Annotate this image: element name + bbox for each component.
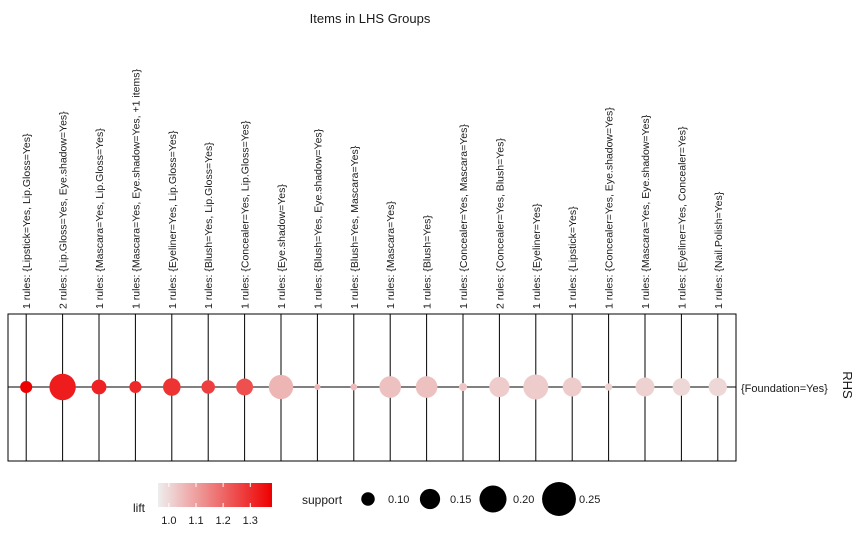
lhs-group-label: 1 rules: {Mascara=Yes} — [385, 201, 397, 309]
support-key-dot — [361, 492, 375, 506]
support-key-dot — [542, 482, 576, 516]
chart-title: Items in LHS Groups — [310, 11, 431, 26]
rule-point — [489, 376, 510, 398]
lhs-group-label: 2 rules: {Concealer=Yes, Blush=Yes} — [494, 138, 506, 309]
support-legend: support 0.10 0.15 0.20 0.25 — [302, 482, 600, 516]
grid-lines — [8, 314, 736, 461]
support-key-label: 0.15 — [450, 494, 471, 506]
lift-legend-ticks: 1.0 1.1 1.2 1.3 — [161, 483, 258, 527]
lift-legend: lift 1.0 1.1 1.2 1.3 — [133, 483, 272, 527]
rule-point — [20, 380, 33, 394]
support-key-label: 0.10 — [388, 494, 409, 506]
lhs-group-label: 1 rules: {Mascara=Yes, Eye.shadow=Yes} — [640, 114, 652, 309]
lift-tick-label: 1.2 — [215, 515, 230, 527]
rhs-item-label: {Foundation=Yes} — [741, 383, 828, 395]
rule-point — [163, 378, 181, 396]
rule-point — [314, 384, 321, 390]
lift-colorbar — [158, 483, 272, 507]
support-key-dot — [419, 488, 441, 510]
lhs-group-label: 1 rules: {Concealer=Yes, Eye.shadow=Yes} — [604, 107, 616, 309]
lhs-group-label: 1 rules: {Blush=Yes, Mascara=Yes} — [349, 145, 361, 309]
rule-point — [562, 377, 582, 397]
rule-point — [350, 383, 358, 391]
rule-point — [635, 377, 655, 397]
rule-points — [20, 373, 727, 401]
rule-point — [708, 377, 727, 397]
lhs-group-label: 1 rules: {Concealer=Yes, Lip.Gloss=Yes} — [240, 120, 252, 309]
support-legend-title: support — [302, 493, 343, 507]
rule-point — [91, 379, 107, 395]
lhs-group-label: 1 rules: {Mascara=Yes, Eye.shadow=Yes, +… — [130, 69, 142, 309]
support-key-label: 0.25 — [579, 494, 600, 506]
lift-tick-label: 1.3 — [243, 515, 258, 527]
support-key-label: 0.20 — [513, 494, 534, 506]
rule-point — [458, 382, 468, 392]
support-key-dot — [479, 485, 507, 513]
lhs-group-label: 1 rules: {Blush=Yes, Eye.shadow=Yes} — [312, 128, 324, 309]
rule-point — [672, 378, 691, 396]
lhs-group-labels: 1 rules: {Lipstick=Yes, Lip.Gloss=Yes} 2 … — [21, 69, 725, 309]
rule-point — [604, 383, 613, 391]
plot-frame — [7, 313, 737, 462]
lhs-group-label: 1 rules: {Eyeliner=Yes, Concealer=Yes} — [676, 126, 688, 309]
lift-tick-label: 1.1 — [188, 515, 203, 527]
rule-point — [129, 380, 142, 394]
rule-point — [49, 373, 76, 401]
rule-point — [268, 374, 294, 400]
lhs-group-label: 1 rules: {Lipstick=Yes, Lip.Gloss=Yes} — [21, 133, 33, 309]
lift-legend-title: lift — [133, 501, 146, 515]
support-legend-keys: 0.10 0.15 0.20 0.25 — [361, 482, 600, 516]
lhs-group-label: 1 rules: {Eyeliner=Yes, Lip.Gloss=Yes} — [167, 130, 179, 309]
lhs-group-label: 1 rules: {Nail.Polish=Yes} — [713, 191, 725, 309]
lhs-group-label: 1 rules: {Lipstick=Yes} — [567, 206, 579, 309]
rule-point — [236, 378, 254, 396]
rule-point — [379, 376, 402, 398]
lift-tick-label: 1.0 — [161, 515, 176, 527]
rule-point — [523, 374, 549, 400]
lhs-group-label: 1 rules: {Mascara=Yes, Lip.Gloss=Yes} — [94, 128, 106, 309]
rhs-axis-title: RHS — [840, 371, 855, 399]
lhs-group-label: 2 rules: {Lip.Gloss=Yes, Eye.shadow=Yes} — [58, 111, 70, 309]
lhs-group-label: 1 rules: {Blush=Yes} — [422, 215, 434, 309]
lhs-group-label: 1 rules: {Eye.shadow=Yes} — [276, 184, 288, 309]
lhs-group-label: 1 rules: {Eyeliner=Yes} — [531, 203, 543, 309]
rule-point — [201, 380, 215, 394]
lhs-group-label: 1 rules: {Blush=Yes, Lip.Gloss=Yes} — [203, 142, 215, 309]
lhs-group-label: 1 rules: {Concealer=Yes, Mascara=Yes} — [458, 124, 470, 309]
rule-point — [415, 376, 438, 398]
